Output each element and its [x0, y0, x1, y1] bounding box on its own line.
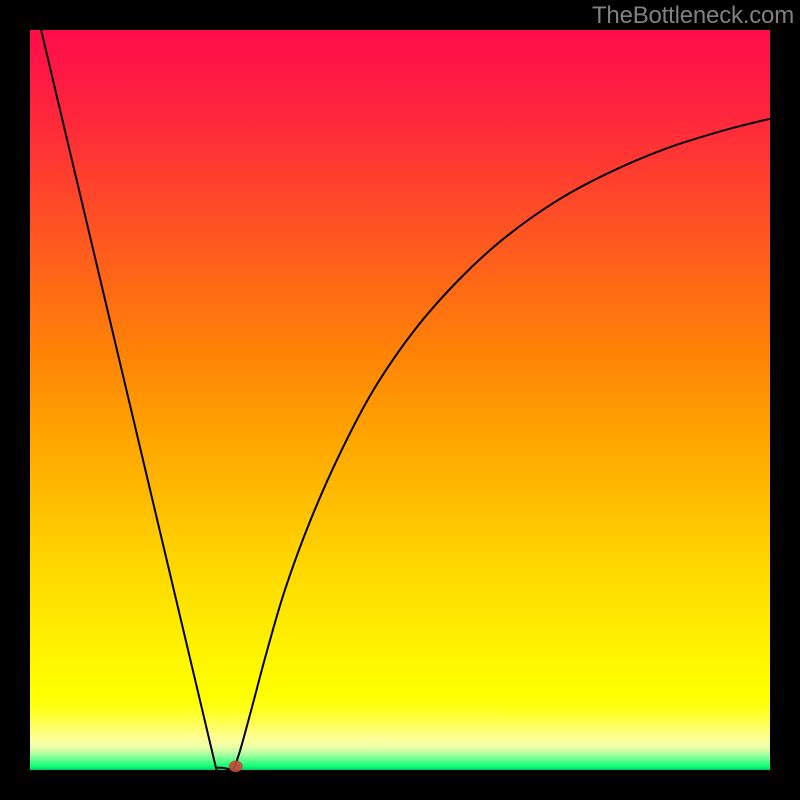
optimum-marker [229, 761, 243, 773]
chart-container: TheBottleneck.com [0, 0, 800, 800]
bottleneck-chart [0, 0, 800, 800]
plot-background [30, 30, 770, 770]
